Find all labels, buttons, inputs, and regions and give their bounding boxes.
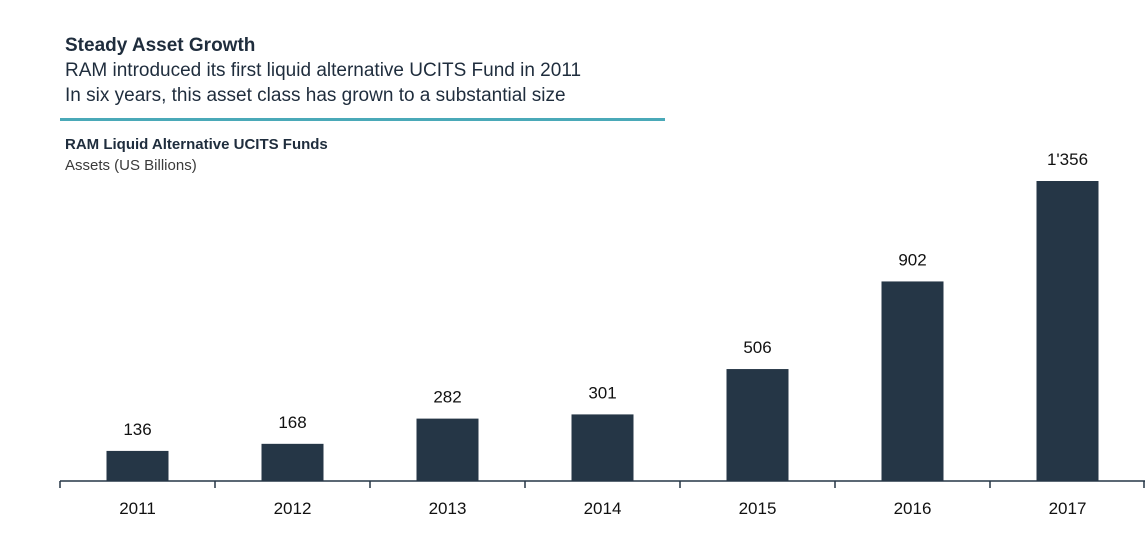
chart-title: RAM Liquid Alternative UCITS Funds (65, 136, 328, 153)
page-title: Steady Asset Growth (65, 35, 256, 56)
value-label-2011: 136 (123, 420, 151, 439)
value-label-2017: 1'356 (1047, 150, 1088, 169)
bar-2014 (571, 414, 634, 481)
bar-2011 (106, 450, 169, 481)
x-tick-label-2012: 2012 (274, 499, 312, 518)
header-divider (60, 118, 665, 121)
x-tick-label-2013: 2013 (429, 499, 467, 518)
bar-2012 (261, 443, 324, 481)
subtitle-line-2: In six years, this asset class has grown… (65, 85, 566, 106)
chart-header: Steady Asset Growth RAM introduced its f… (65, 34, 581, 108)
bar-2016 (881, 281, 944, 481)
value-label-2014: 301 (588, 383, 616, 402)
x-tick-label-2014: 2014 (584, 499, 622, 518)
x-tick-label-2015: 2015 (739, 499, 777, 518)
value-label-2012: 168 (278, 413, 306, 432)
value-label-2016: 902 (898, 250, 926, 269)
value-label-2015: 506 (743, 338, 771, 357)
x-tick-label-2017: 2017 (1049, 499, 1087, 518)
subtitle-line-1: RAM introduced its first liquid alternat… (65, 60, 582, 81)
bar-2017 (1036, 181, 1099, 481)
x-tick-label-2011: 2011 (119, 499, 156, 518)
y-axis-label: Assets (US Billions) (65, 157, 197, 174)
x-tick-label-2016: 2016 (894, 499, 932, 518)
bar-2015 (726, 369, 789, 481)
bar-2013 (416, 418, 479, 481)
value-label-2013: 282 (433, 388, 461, 407)
